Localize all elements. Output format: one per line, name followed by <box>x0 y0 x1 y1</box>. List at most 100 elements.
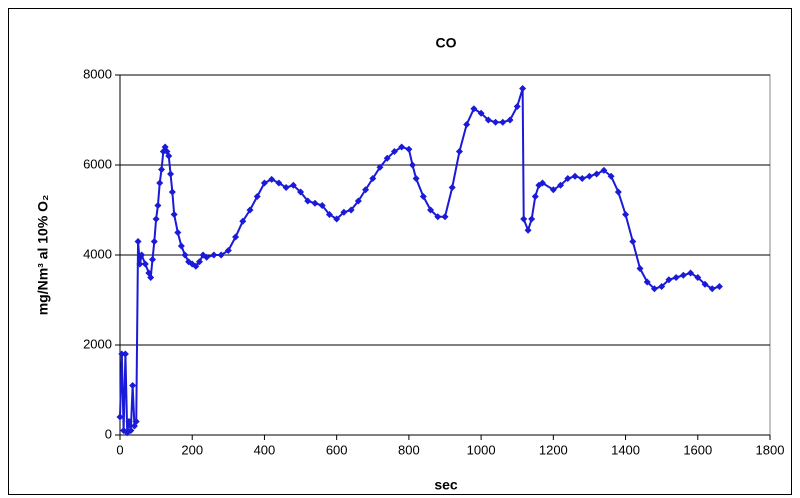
point-marker <box>427 206 435 214</box>
point-marker <box>694 274 702 281</box>
point-marker <box>121 350 129 358</box>
point-marker <box>125 418 133 425</box>
point-marker <box>138 251 146 259</box>
point-marker <box>477 109 485 117</box>
point-marker <box>224 247 232 254</box>
point-marker <box>405 145 413 153</box>
point-marker <box>116 413 124 421</box>
point-marker <box>650 285 658 293</box>
point-marker <box>129 382 137 389</box>
point-marker <box>549 186 557 194</box>
point-marker <box>318 202 326 209</box>
point-marker <box>506 116 514 124</box>
point-marker <box>210 251 218 259</box>
point-marker <box>340 208 348 216</box>
x-tick-label: 1400 <box>611 442 640 457</box>
point-marker <box>192 262 200 270</box>
point-marker <box>593 170 601 178</box>
point-marker <box>519 85 527 92</box>
point-marker <box>170 211 178 218</box>
point-marker <box>679 271 687 279</box>
point-marker <box>528 215 536 223</box>
point-marker <box>701 280 709 288</box>
point-marker <box>132 418 140 425</box>
point-marker <box>524 226 532 234</box>
point-marker <box>325 211 333 218</box>
point-marker <box>232 233 240 241</box>
point-marker <box>672 274 680 281</box>
point-marker <box>376 163 384 171</box>
x-axis-label: sec <box>434 477 458 493</box>
point-marker <box>463 121 471 128</box>
point-marker <box>304 197 312 205</box>
point-marker <box>513 103 521 110</box>
point-marker <box>643 278 651 286</box>
point-marker <box>484 116 492 124</box>
point-marker <box>470 105 478 113</box>
point-marker <box>156 179 164 187</box>
point-marker <box>333 215 341 223</box>
point-marker <box>585 172 593 180</box>
x-tick-label: 0 <box>116 442 123 457</box>
point-marker <box>607 172 615 180</box>
point-marker <box>520 215 528 223</box>
x-tick-label: 400 <box>254 442 276 457</box>
point-marker <box>398 143 406 151</box>
point-marker <box>253 193 261 200</box>
point-marker <box>177 242 185 250</box>
point-marker <box>571 172 579 180</box>
point-marker <box>412 175 420 182</box>
point-marker <box>409 161 416 169</box>
point-marker <box>557 181 565 189</box>
x-tick-label: 200 <box>181 442 203 457</box>
point-marker <box>282 184 290 191</box>
y-tick-label: 4000 <box>83 246 112 261</box>
point-marker <box>564 175 572 182</box>
point-marker <box>154 202 162 209</box>
point-marker <box>354 197 362 205</box>
y-tick-label: 2000 <box>83 336 112 351</box>
point-marker <box>134 238 142 245</box>
point-marker <box>174 229 182 236</box>
point-marker <box>715 283 723 290</box>
point-marker <box>239 217 247 225</box>
point-marker <box>246 206 254 214</box>
x-tick-label: 1200 <box>539 442 568 457</box>
point-marker <box>167 170 175 178</box>
point-marker <box>419 193 427 200</box>
point-marker <box>448 184 456 191</box>
point-marker <box>150 238 158 245</box>
point-marker <box>600 166 608 174</box>
point-marker <box>636 265 644 272</box>
point-marker <box>578 175 586 182</box>
point-marker <box>136 260 144 268</box>
point-marker <box>687 269 695 277</box>
point-marker <box>165 152 173 160</box>
point-marker <box>622 211 630 218</box>
point-marker <box>127 427 135 434</box>
point-marker <box>275 179 283 187</box>
point-marker <box>141 260 149 268</box>
point-marker <box>118 350 126 358</box>
point-marker <box>531 193 539 200</box>
point-marker <box>311 199 319 207</box>
point-marker <box>455 148 463 155</box>
point-marker <box>629 238 637 245</box>
point-marker <box>268 175 276 183</box>
point-marker <box>614 188 622 196</box>
point-marker <box>665 276 673 284</box>
y-tick-label: 8000 <box>83 66 112 81</box>
point-marker <box>658 283 666 290</box>
point-marker <box>168 188 176 196</box>
point-marker <box>123 429 131 437</box>
point-marker <box>383 154 391 162</box>
y-tick-label: 0 <box>105 426 112 441</box>
point-marker <box>260 179 268 187</box>
point-marker <box>152 215 160 223</box>
point-marker <box>434 213 442 221</box>
y-axis-label: mg/Nm³ al 10% O₂ <box>35 195 51 316</box>
point-marker <box>390 148 398 155</box>
point-marker <box>181 251 189 259</box>
y-tick-label: 6000 <box>83 156 112 171</box>
point-marker <box>499 118 507 126</box>
